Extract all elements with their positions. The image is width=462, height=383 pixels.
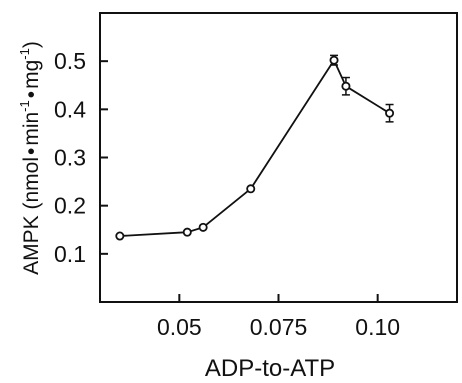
- y-axis: 0.1 0.2 0.3 0.4 0.5: [54, 48, 108, 267]
- x-axis: 0.05 0.075 0.10: [157, 294, 400, 340]
- y-tick-label: 0.5: [54, 48, 86, 74]
- data-point: [246, 184, 256, 194]
- x-tick-label: 0.075: [250, 314, 308, 340]
- y-tick-label: 0.2: [54, 193, 86, 219]
- data-point: [182, 227, 192, 237]
- y-tick-label: 0.1: [54, 241, 86, 267]
- data-point: [198, 222, 208, 232]
- data-series: [115, 54, 395, 241]
- data-point: [115, 231, 125, 241]
- data-point: [329, 55, 339, 65]
- x-tick-label: 0.05: [157, 314, 202, 340]
- x-tick-label: 0.10: [355, 314, 400, 340]
- data-point: [341, 81, 351, 91]
- data-point: [385, 108, 395, 118]
- plot-frame: [99, 12, 458, 303]
- y-tick-label: 0.3: [54, 145, 86, 171]
- x-axis-title: ADP-to-ATP: [205, 355, 335, 382]
- y-axis-title: AMPK (nmol•min-1•mg-1): [17, 41, 43, 275]
- y-tick-label: 0.4: [54, 96, 86, 122]
